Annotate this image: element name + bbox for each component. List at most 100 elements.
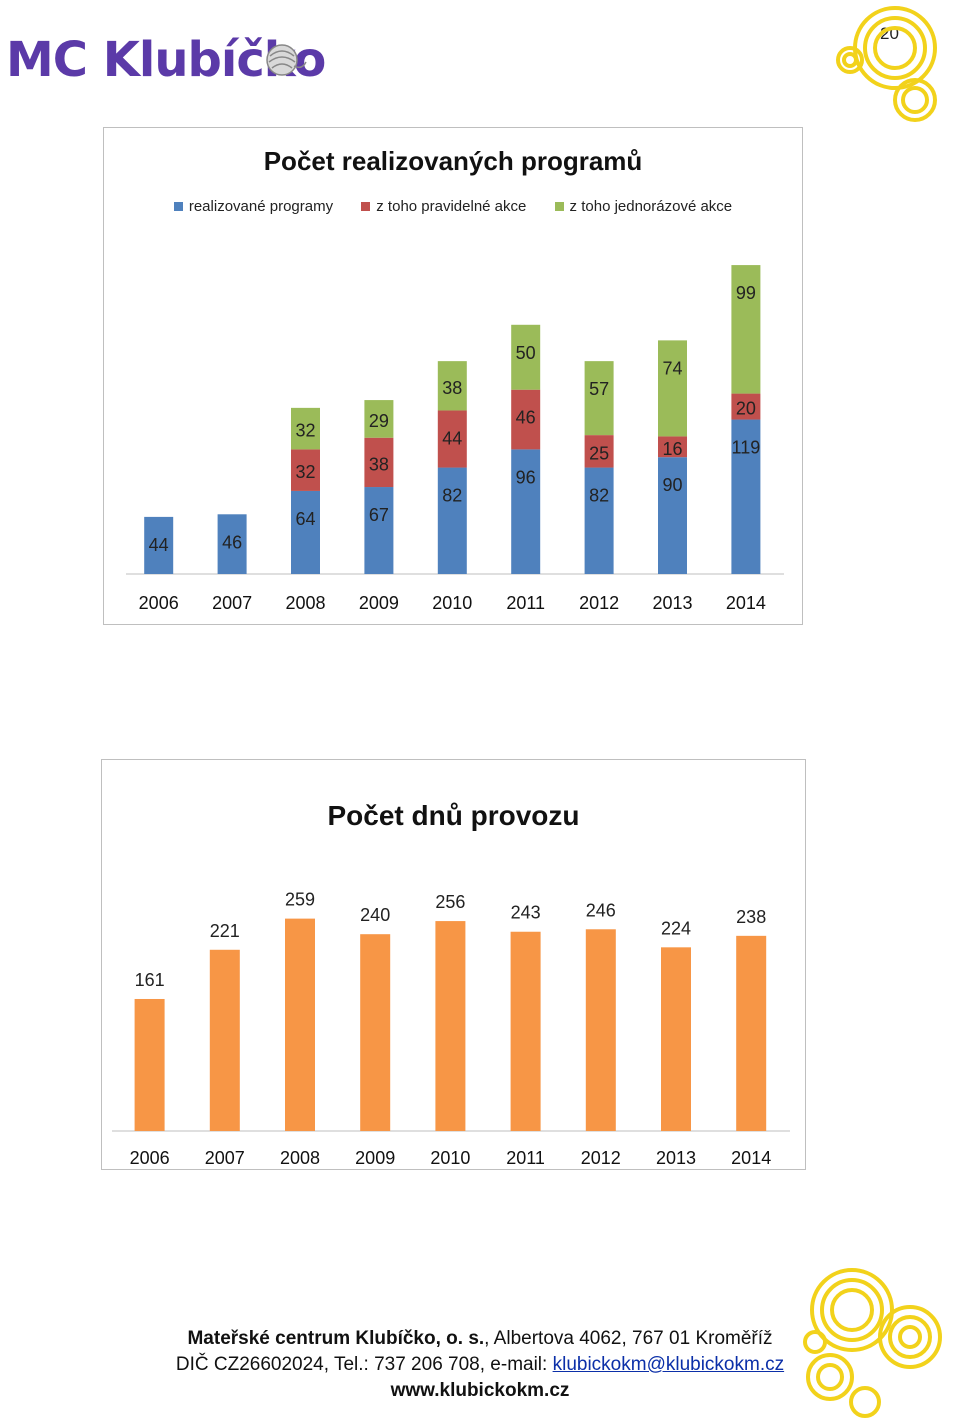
data-label-2014-series-2: 99 <box>736 283 756 303</box>
tick-label-2013: 2013 <box>652 593 692 613</box>
data-label-2008-series-1: 32 <box>295 462 315 482</box>
bar-2013-series-0 <box>658 457 687 574</box>
footer: Mateřské centrum Klubíčko, o. s., Albert… <box>0 1326 960 1404</box>
bar-2013-series-1 <box>658 436 687 458</box>
chart-days-title: Počet dnů provozu <box>327 800 580 831</box>
data-label-2012-series-0: 82 <box>589 486 609 506</box>
data-label-2012: 246 <box>586 900 616 920</box>
bar-2012 <box>585 929 616 1131</box>
data-label-2014: 238 <box>736 907 766 927</box>
data-label-2011-series-0: 96 <box>516 467 536 487</box>
data-label-2012-series-1: 25 <box>589 443 609 463</box>
bar-2008-series-0 <box>291 490 320 574</box>
bar-2011 <box>510 931 541 1131</box>
chart-programs-plot: 44 2006 46 2007 64 32 32 2008 67 38 29 2009 82 44 38 20… <box>126 265 784 613</box>
data-label-2007: 221 <box>210 921 240 941</box>
tick-label-2014: 2014 <box>726 593 766 613</box>
tick-label-2013: 2013 <box>656 1148 696 1168</box>
logo: MC Klubíčko <box>6 30 326 90</box>
bar-2010-series-1 <box>437 410 467 468</box>
bar-2006 <box>134 998 165 1131</box>
chart-programs-title: Počet realizovaných programů <box>263 146 643 176</box>
legend-label-realized: realizované programy <box>188 198 334 215</box>
data-label-2010-series-1: 44 <box>442 428 462 448</box>
footer-line-3: www.klubickokm.cz <box>0 1378 960 1404</box>
bar-2010-series-2 <box>437 361 467 411</box>
legend-label-regular: z toho pravidelné akce <box>376 198 527 215</box>
data-label-2011: 243 <box>511 903 541 923</box>
legend-item-regular: z toho pravidelné akce <box>361 198 526 215</box>
legend-swatch-green <box>554 201 564 211</box>
bar-2014-series-0 <box>731 419 761 574</box>
bar-2012-series-1 <box>584 435 614 468</box>
data-label-2013-series-0: 90 <box>662 475 682 495</box>
data-label-2013-series-2: 74 <box>662 358 682 378</box>
bar-2013 <box>661 947 691 1131</box>
tick-label-2011: 2011 <box>506 593 545 613</box>
bar-2011-series-0 <box>511 449 541 574</box>
footer-email-link[interactable]: klubickokm@klubickokm.cz <box>552 1354 785 1375</box>
data-label-2013: 224 <box>661 918 691 938</box>
data-label-2010-series-2: 38 <box>442 378 462 398</box>
bar-2009 <box>360 934 391 1131</box>
tick-label-2006: 2006 <box>130 1148 170 1168</box>
legend-item-realized: realizované programy <box>173 198 334 215</box>
data-label-2009-series-2: 29 <box>369 411 389 431</box>
footer-web[interactable]: www.klubickokm.cz <box>390 1380 570 1401</box>
data-label-2011-series-2: 50 <box>516 343 536 363</box>
tick-label-2006: 2006 <box>139 593 179 613</box>
data-label-2012-series-2: 57 <box>589 379 609 399</box>
bar-2010-series-0 <box>437 467 467 574</box>
bar-2007-series-0 <box>217 514 247 574</box>
tick-label-2009: 2009 <box>359 593 399 613</box>
bar-2013-series-2 <box>658 340 687 437</box>
tick-label-2012: 2012 <box>579 593 619 613</box>
bar-2009-series-0 <box>364 487 394 574</box>
tick-label-2012: 2012 <box>581 1148 621 1168</box>
data-label-2008-series-0: 64 <box>295 509 315 529</box>
data-label-2010-series-0: 82 <box>442 486 462 506</box>
footer-contacts: DIČ CZ26602024, Tel.: 737 206 708, e-mai… <box>175 1354 553 1375</box>
data-label-2014-series-0: 119 <box>732 438 761 458</box>
footer-line-2: DIČ CZ26602024, Tel.: 737 206 708, e-mai… <box>0 1352 960 1378</box>
data-label-2008-series-2: 32 <box>295 421 315 441</box>
footer-address: , Albertova 4062, 767 01 Kroměříž <box>484 1328 773 1349</box>
bar-2008 <box>285 918 315 1131</box>
bar-2011-series-1 <box>511 389 541 450</box>
decorative-circles-bottom-icon <box>803 1268 942 1418</box>
tick-label-2007: 2007 <box>212 593 252 613</box>
tick-label-2011: 2011 <box>506 1148 545 1168</box>
tick-label-2010: 2010 <box>432 593 472 613</box>
bar-2009-series-1 <box>364 437 394 488</box>
chart-programs-legend: realizované programy z toho pravidelné a… <box>104 198 802 215</box>
chart-days: Počet dnů provozu 161 2006 221 2007 259 2008 2… <box>101 759 806 1170</box>
chart-programs: Počet realizovaných programů realizované… <box>103 127 803 625</box>
tick-label-2014: 2014 <box>731 1148 771 1168</box>
bar-2012-series-2 <box>584 361 614 436</box>
data-label-2006-series-0: 44 <box>149 535 169 555</box>
bar-2006-series-0 <box>144 516 174 574</box>
footer-org-name: Mateřské centrum Klubíčko, o. s. <box>187 1328 485 1349</box>
bar-2012-series-0 <box>584 467 614 574</box>
bar-2014 <box>736 935 767 1131</box>
bar-2009-series-2 <box>364 400 394 438</box>
bar-2014-series-1 <box>731 393 761 420</box>
bar-2011-series-2 <box>511 324 541 390</box>
data-label-2014-series-1: 20 <box>736 399 756 419</box>
data-label-2007-series-0: 46 <box>222 532 242 552</box>
data-label-2011-series-1: 46 <box>516 408 536 428</box>
legend-swatch-blue <box>173 201 183 211</box>
legend-item-oneoff: z toho jednorázové akce <box>554 198 733 215</box>
legend-label-oneoff: z toho jednorázové akce <box>569 198 733 215</box>
data-label-2010: 256 <box>435 892 465 912</box>
tick-label-2007: 2007 <box>205 1148 245 1168</box>
data-label-2006: 161 <box>135 970 165 990</box>
yarn-ball-icon <box>266 44 307 76</box>
chart-days-plot: 161 2006 221 2007 259 2008 240 2009 256 2010 243 20… <box>112 890 790 1168</box>
data-label-2009-series-1: 38 <box>369 454 389 474</box>
tick-label-2008: 2008 <box>280 1148 320 1168</box>
decorative-circles-top-icon <box>836 6 937 122</box>
bar-2008-series-1 <box>291 449 320 491</box>
bar-2008-series-2 <box>291 407 320 450</box>
legend-swatch-red <box>361 201 371 211</box>
